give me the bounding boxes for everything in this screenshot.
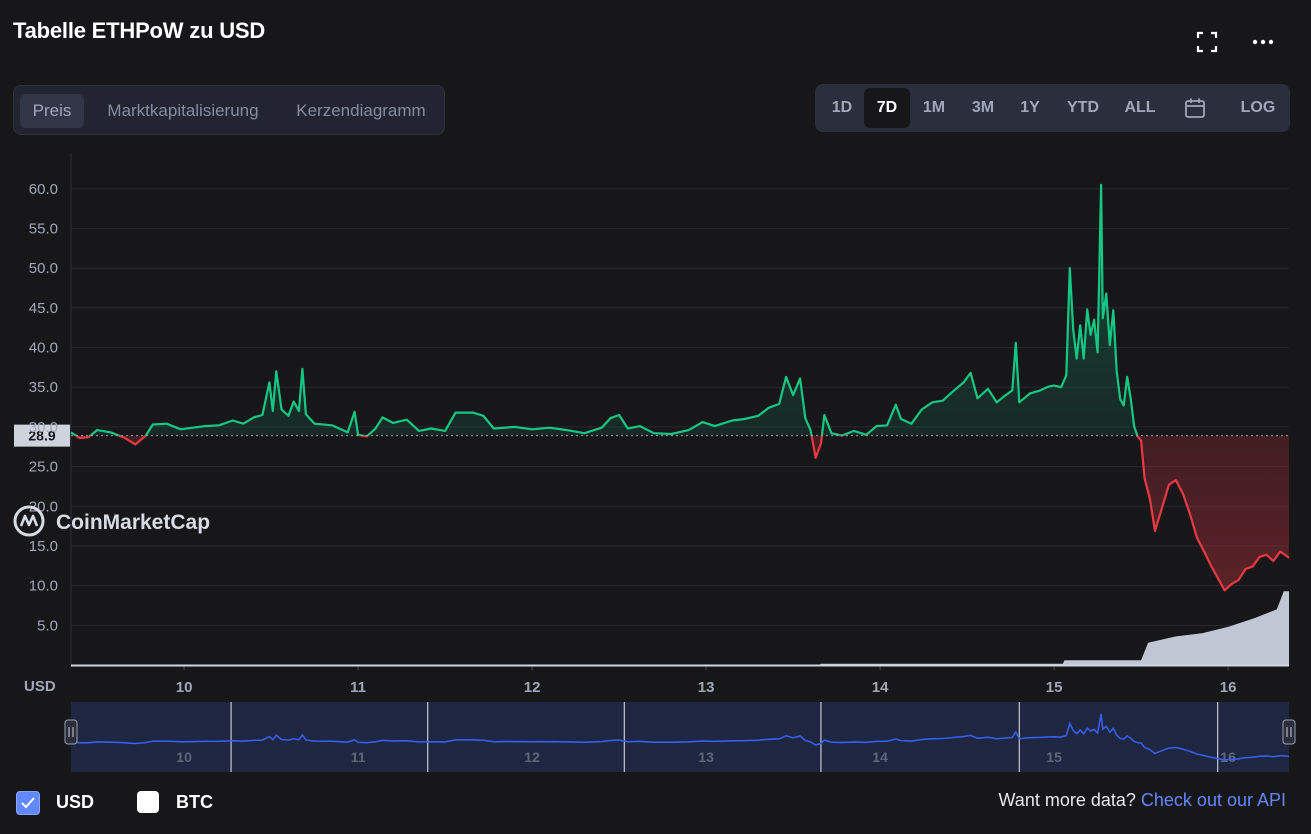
range-navigator[interactable]: 10 11 12 13 14 15 16 [64, 702, 1296, 772]
navigator-tick-label: 10 [176, 749, 192, 765]
range-1m-button[interactable]: 1M [922, 99, 946, 116]
y-tick-label: 30.0 [29, 419, 58, 436]
time-range-selector: 1D 7D 1M 3M 1Y YTD ALL LOG [815, 84, 1290, 132]
y-tick-label: 25.0 [29, 459, 58, 476]
axes: 5.0 10.0 15.0 20.0 25.0 30.0 35.0 40.0 45.0 50.0 5… [24, 181, 1289, 696]
y-tick-label: 45.0 [29, 300, 58, 317]
y-tick-label: 40.0 [29, 340, 58, 357]
x-tick-label: 11 [350, 679, 366, 696]
api-link[interactable]: Check out our API [1140, 790, 1286, 810]
price-fill-area [71, 184, 1289, 591]
api-promo: Want more data? Check out our API [998, 790, 1286, 811]
range-3m-button[interactable]: 3M [971, 99, 995, 116]
navigator-tick-label: 14 [872, 749, 888, 765]
range-ytd-button[interactable]: YTD [1067, 99, 1099, 116]
grid-lines [70, 153, 1289, 667]
y-tick-label: 10.0 [29, 578, 58, 595]
legend-btc-label: BTC [176, 792, 213, 812]
navigator-tick-label: 12 [524, 749, 540, 765]
chart-type-tabs: Preis Marktkapitalisierung Kerzendiagram… [13, 85, 445, 135]
range-all-button[interactable]: ALL [1124, 99, 1156, 116]
x-tick-label: 12 [524, 679, 541, 696]
tab-preis[interactable]: Preis [20, 94, 84, 128]
navigator-tick-label: 11 [351, 749, 366, 765]
navigator-handle-right[interactable] [1282, 719, 1296, 745]
legend-usd-checkbox[interactable] [16, 791, 40, 815]
legend-usd-label: USD [56, 792, 95, 812]
page-title: Tabelle ETHPoW zu USD [13, 18, 266, 43]
navigator-tick-label: 13 [698, 749, 714, 765]
reference-price-badge [14, 424, 70, 447]
range-1y-button[interactable]: 1Y [1020, 99, 1040, 116]
navigator-line [70, 713, 1290, 761]
price-chart[interactable]: 28.9 5.0 10.0 15.0 20.0 25.0 30.0 35.0 40.0 45.0… [0, 140, 1311, 785]
api-prompt: Want more data? [998, 790, 1136, 810]
x-tick-label: 15 [1046, 679, 1063, 696]
calendar-icon[interactable] [1183, 96, 1207, 120]
more-icon[interactable] [1250, 31, 1276, 53]
navigator-tick-label: 15 [1046, 749, 1062, 765]
y-tick-label: 50.0 [29, 260, 58, 277]
price-line [70, 183, 1290, 592]
handle-grip [1282, 719, 1296, 745]
x-tick-label: 10 [176, 679, 193, 696]
range-1d-button[interactable]: 1D [831, 99, 853, 116]
range-7d-button[interactable]: 7D [864, 88, 910, 128]
price-line-above [70, 183, 1139, 436]
y-tick-label: 15.0 [29, 538, 58, 555]
coinmarketcap-logo-icon [13, 505, 45, 537]
price-fill-below [76, 435, 1289, 591]
y-tick-label: 20.0 [29, 498, 58, 515]
reference-price-line: 28.9 [14, 424, 1289, 447]
watermark-text: CoinMarketCap [56, 511, 210, 534]
currency-axis-label: USD [24, 678, 56, 695]
y-tick-label: 35.0 [29, 379, 58, 396]
y-tick-label: 60.0 [29, 181, 58, 198]
watermark: CoinMarketCap [13, 505, 210, 537]
fullscreen-icon[interactable] [1196, 31, 1218, 53]
legend-btc-checkbox[interactable] [137, 791, 159, 813]
check-icon [21, 797, 35, 809]
x-tick-label: 13 [698, 679, 715, 696]
handle-grip [64, 719, 78, 745]
x-tick-label: 16 [1220, 679, 1237, 696]
y-tick-label: 5.0 [37, 617, 58, 634]
x-tick-label: 14 [872, 679, 889, 696]
navigator-handle-left[interactable] [64, 719, 78, 745]
y-tick-label: 55.0 [29, 220, 58, 237]
tab-kerzendiagramm[interactable]: Kerzendiagramm [296, 101, 426, 120]
reference-price-label: 28.9 [28, 428, 55, 444]
log-scale-button[interactable]: LOG [1240, 99, 1276, 116]
navigator-tick-label: 16 [1220, 749, 1236, 765]
navigator-selection [71, 702, 1289, 772]
volume-area [71, 591, 1289, 665]
tab-marktkapitalisierung[interactable]: Marktkapitalisierung [107, 101, 259, 120]
volume-shape [71, 591, 1289, 665]
